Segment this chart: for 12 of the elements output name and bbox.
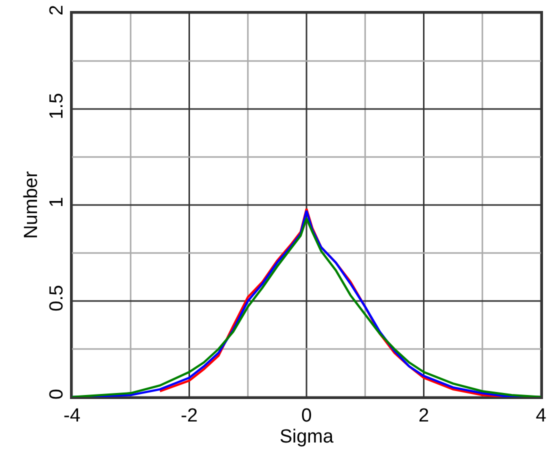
x-tick-label: 0 bbox=[301, 406, 312, 427]
y-tick-label: 1 bbox=[46, 196, 68, 208]
y-tick-label: 0.5 bbox=[46, 284, 68, 312]
x-tick-label: 2 bbox=[418, 406, 430, 427]
x-tick-label: -4 bbox=[64, 406, 81, 427]
y-axis-title: Number bbox=[21, 170, 42, 239]
y-tick-label: 1.5 bbox=[46, 92, 68, 120]
x-tick-label: -2 bbox=[180, 406, 198, 427]
y-tick-label: 2 bbox=[46, 4, 68, 16]
x-axis-title: Sigma bbox=[280, 426, 334, 448]
x-tick-label: 4 bbox=[536, 406, 547, 427]
y-tick-label: 0 bbox=[46, 388, 68, 400]
